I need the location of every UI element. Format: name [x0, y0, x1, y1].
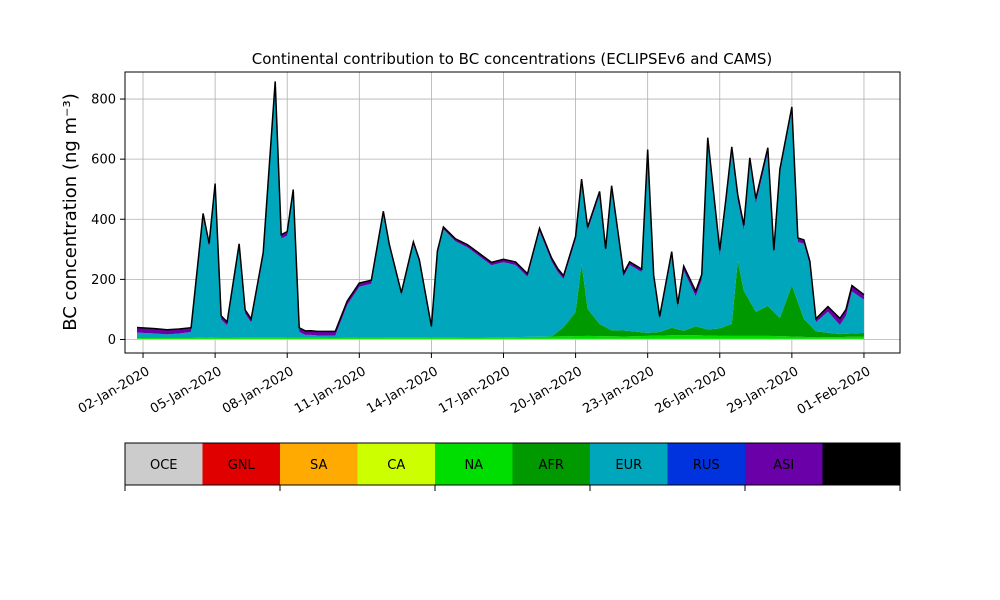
legend-swatch-ca — [357, 443, 435, 485]
legend-swatch-na — [435, 443, 513, 485]
x-tick-label: 02-Jan-2020 — [76, 364, 153, 417]
legend-swatch-afr — [512, 443, 590, 485]
legend-label-gnl: GNL — [228, 458, 256, 473]
y-axis-label: BC concentration (ng m⁻³) — [60, 93, 81, 331]
legend-label-ca: CA — [387, 458, 405, 473]
legend-swatch-sa — [280, 443, 358, 485]
area-na — [137, 335, 864, 339]
x-axis-ticks: 02-Jan-202005-Jan-202008-Jan-202011-Jan-… — [76, 353, 874, 418]
x-tick-label: 29-Jan-2020 — [725, 364, 802, 417]
legend-label-oce: OCE — [150, 458, 178, 473]
y-axis-ticks: 0 200 400 600 800 — [91, 93, 125, 348]
y-tick-label: 400 — [91, 213, 116, 228]
stacked-areas — [137, 81, 864, 340]
chart-title: Continental contribution to BC concentra… — [252, 50, 773, 68]
x-tick-label: 17-Jan-2020 — [436, 364, 513, 417]
legend-label-eur: EUR — [615, 458, 642, 473]
x-tick-label: 01-Feb-2020 — [795, 364, 874, 418]
y-tick-label: 800 — [91, 93, 116, 108]
legend-label-aus: AUS — [848, 458, 875, 473]
x-tick-label: 23-Jan-2020 — [580, 364, 657, 417]
legend-frame — [124, 442, 901, 486]
legend-label-rus: RUS — [693, 458, 720, 473]
x-tick-label: 08-Jan-2020 — [220, 364, 297, 417]
area-eur — [137, 85, 864, 338]
total-outline — [136, 81, 865, 333]
y-tick-label: 200 — [91, 273, 116, 288]
legend-label-afr: AFR — [539, 458, 564, 473]
legend-swatch-rus — [667, 443, 745, 485]
plot-frame — [124, 71, 901, 354]
legend-swatch-oce — [125, 443, 203, 485]
x-tick-label: 14-Jan-2020 — [364, 364, 441, 417]
legend-swatch-asi — [745, 443, 823, 485]
legend-label-na: NA — [464, 458, 483, 473]
total-line — [136, 81, 865, 333]
x-tick-label: 20-Jan-2020 — [508, 364, 585, 417]
x-tick-label: 05-Jan-2020 — [148, 364, 225, 417]
x-tick-label: 26-Jan-2020 — [653, 364, 730, 417]
area-ca — [137, 338, 864, 340]
legend-swatch-eur — [590, 443, 668, 485]
legend-label-asi: ASI — [773, 458, 794, 473]
y-tick-label: 600 — [91, 153, 116, 168]
legend-swatch-gnl — [202, 443, 280, 485]
legend-swatch-aus — [822, 443, 900, 485]
y-tick-label: 0 — [108, 333, 116, 348]
region-legend: OCE GNL SA CA NA AFR EUR RUS ASI AUS — [124, 442, 901, 491]
x-tick-label: 11-Jan-2020 — [292, 364, 369, 417]
area-afr — [137, 260, 864, 338]
legend-label-sa: SA — [310, 458, 327, 473]
